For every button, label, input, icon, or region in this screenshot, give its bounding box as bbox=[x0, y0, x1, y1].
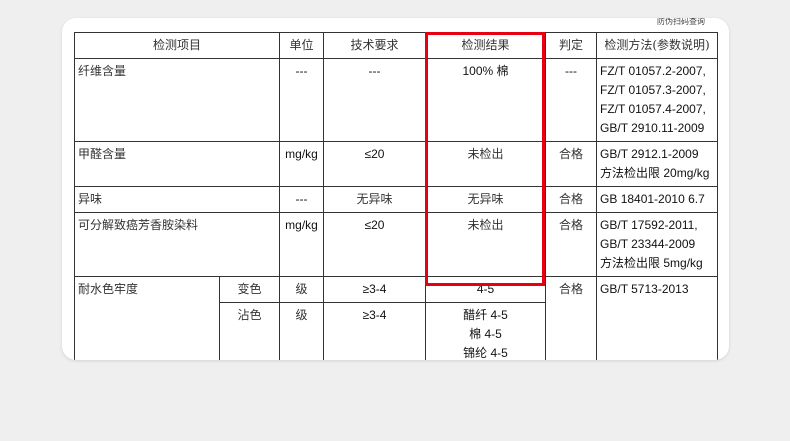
judgement-cell: 合格 bbox=[545, 276, 598, 360]
item-cell: 耐水色牢度 bbox=[74, 276, 220, 360]
table-row: 纤维含量 --- --- 100% 棉 --- FZ/T 01057.2-200… bbox=[73, 58, 719, 142]
result-line: 锦纶 4-5 bbox=[463, 346, 508, 360]
method-line: FZ/T 01057.2-2007, bbox=[600, 64, 706, 78]
report-card: 防伪扫码查询 检测项目 单位 技术要求 检测结果 判定 检测方法(参数说明) 纤… bbox=[62, 18, 729, 360]
anti-counterfeit-label: 防伪扫码查询 bbox=[657, 18, 705, 26]
requirement-cell: --- bbox=[323, 58, 427, 142]
method-cell: GB/T 5713-2013 bbox=[596, 276, 719, 360]
header-item: 检测项目 bbox=[73, 32, 281, 59]
result-cell: 100% 棉 bbox=[425, 58, 547, 142]
method-line: 方法检出限 20mg/kg bbox=[600, 166, 710, 180]
item-cell: 可分解致癌芳香胺染料 bbox=[73, 212, 281, 277]
result-cell: 无异味 bbox=[425, 186, 547, 213]
requirement-cell: ≥3-4 bbox=[323, 302, 427, 360]
method-line: GB/T 2912.1-2009 bbox=[600, 147, 699, 161]
header-row: 检测项目 单位 技术要求 检测结果 判定 检测方法(参数说明) bbox=[73, 32, 719, 59]
judgement-cell: 合格 bbox=[545, 212, 598, 277]
method-line: GB 18401-2010 6.7 bbox=[600, 192, 705, 206]
table-row: 可分解致癌芳香胺染料 mg/kg ≤20 未检出 合格 GB/T 17592-2… bbox=[73, 212, 719, 277]
requirement-cell: ≤20 bbox=[323, 141, 427, 187]
table-row: 甲醛含量 mg/kg ≤20 未检出 合格 GB/T 2912.1-2009 方法… bbox=[73, 141, 719, 187]
method-line: FZ/T 01057.4-2007, bbox=[600, 102, 706, 116]
requirement-cell: ≥3-4 bbox=[323, 276, 427, 303]
method-line: GB/T 2910.11-2009 bbox=[600, 121, 705, 135]
requirement-cell: ≤20 bbox=[323, 212, 427, 277]
test-results-table: 检测项目 单位 技术要求 检测结果 判定 检测方法(参数说明) 纤维含量 ---… bbox=[73, 32, 719, 360]
header-result: 检测结果 bbox=[425, 32, 547, 59]
result-line: 醋纤 4-5 bbox=[463, 308, 508, 322]
unit-cell: 级 bbox=[279, 302, 325, 360]
method-line: GB/T 23344-2009 bbox=[600, 237, 696, 251]
method-cell: GB/T 17592-2011, GB/T 23344-2009 方法检出限 5mg… bbox=[596, 212, 719, 277]
header-requirement: 技术要求 bbox=[323, 32, 427, 59]
unit-cell: 级 bbox=[279, 276, 325, 303]
table-row: 沾色 级 ≥3-4 醋纤 4-5 棉 4-5 锦纶 4-5 bbox=[75, 302, 718, 360]
header-unit: 单位 bbox=[279, 32, 325, 59]
item-cell: 甲醛含量 bbox=[73, 141, 281, 187]
item-cell: 纤维含量 bbox=[73, 58, 281, 142]
result-highlight-box bbox=[425, 32, 545, 286]
table-row: 异味 --- 无异味 无异味 合格 GB 18401-2010 6.7 bbox=[73, 186, 719, 213]
requirement-cell: 无异味 bbox=[323, 186, 427, 213]
subitem-cell: 变色 bbox=[218, 276, 281, 303]
item-cell: 异味 bbox=[73, 186, 281, 213]
method-cell: GB 18401-2010 6.7 bbox=[596, 186, 719, 213]
method-line: GB/T 17592-2011, bbox=[600, 218, 698, 232]
header-method: 检测方法(参数说明) bbox=[596, 32, 719, 59]
judgement-cell: 合格 bbox=[545, 141, 598, 187]
method-line: FZ/T 01057.3-2007, bbox=[600, 83, 706, 97]
result-cell: 醋纤 4-5 棉 4-5 锦纶 4-5 bbox=[425, 302, 547, 360]
subitem-cell: 沾色 bbox=[218, 302, 281, 360]
method-line: 方法检出限 5mg/kg bbox=[600, 256, 703, 270]
unit-cell: mg/kg bbox=[279, 212, 325, 277]
method-cell: FZ/T 01057.2-2007, FZ/T 01057.3-2007, FZ/T… bbox=[596, 58, 719, 142]
unit-cell: mg/kg bbox=[279, 141, 325, 187]
judgement-cell: 合格 bbox=[545, 186, 598, 213]
table-row: 耐水色牢度 变色 级 ≥3-4 4-5 合格 GB/T 5713-2013 bbox=[74, 276, 719, 360]
method-cell: GB/T 2912.1-2009 方法检出限 20mg/kg bbox=[596, 141, 719, 187]
judgement-cell: --- bbox=[545, 58, 598, 142]
unit-cell: --- bbox=[279, 186, 325, 213]
unit-cell: --- bbox=[279, 58, 325, 142]
result-line: 棉 4-5 bbox=[469, 327, 502, 341]
header-judgement: 判定 bbox=[545, 32, 598, 59]
